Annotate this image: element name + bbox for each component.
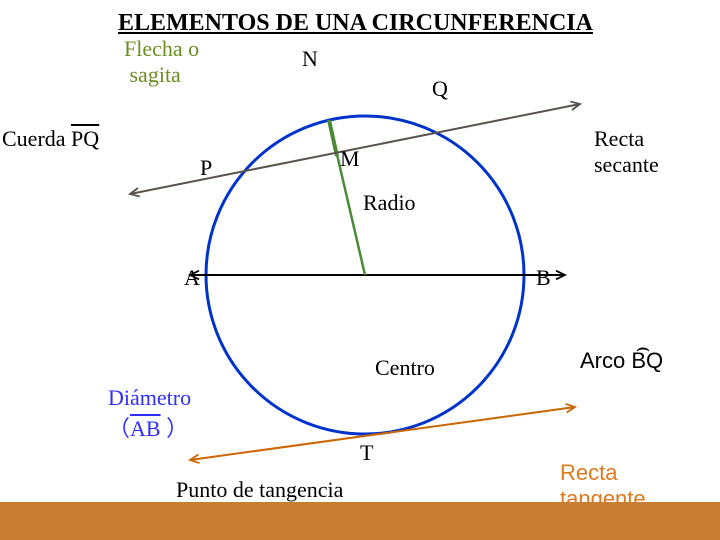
- label-arco-text: Arco: [580, 348, 631, 373]
- label-diametro-line1: Diámetro: [108, 385, 191, 410]
- point-label-N: N: [302, 46, 318, 72]
- label-diametro-ab: AB: [130, 416, 161, 441]
- label-secante-line1: Recta: [594, 126, 644, 151]
- label-cuerda: Cuerda PQ: [2, 126, 99, 152]
- footer-bar: [0, 502, 720, 540]
- point-label-A: A: [184, 265, 200, 291]
- label-flecha-line1: Flecha o: [124, 36, 199, 61]
- label-flecha: Flecha o sagita: [124, 36, 199, 88]
- point-label-M: M: [340, 146, 360, 172]
- label-radio: Radio: [363, 190, 416, 216]
- label-cuerda-pq: PQ: [71, 126, 99, 151]
- label-pto-tangencia: Punto de tangencia: [176, 477, 343, 503]
- label-diametro: Diámetro （AB ）: [108, 385, 191, 443]
- label-diametro-paren-l: （: [108, 416, 130, 441]
- label-centro: Centro: [375, 355, 435, 381]
- point-label-P: P: [200, 155, 212, 181]
- label-arco: Arco BQ: [580, 348, 663, 374]
- label-diametro-paren-r: ）: [161, 416, 189, 441]
- point-label-T: T: [360, 440, 373, 466]
- title: ELEMENTOS DE UNA CIRCUNFERENCIA: [118, 10, 593, 37]
- point-label-Q: Q: [432, 76, 448, 102]
- label-tangente-line1: Recta: [560, 460, 617, 485]
- label-cuerda-text: Cuerda: [2, 126, 71, 151]
- label-flecha-line2: sagita: [130, 62, 181, 87]
- label-secante-line2: secante: [594, 152, 659, 177]
- label-arco-bq: BQ: [631, 348, 663, 374]
- label-secante: Recta secante: [594, 126, 659, 178]
- point-label-B: B: [536, 265, 551, 291]
